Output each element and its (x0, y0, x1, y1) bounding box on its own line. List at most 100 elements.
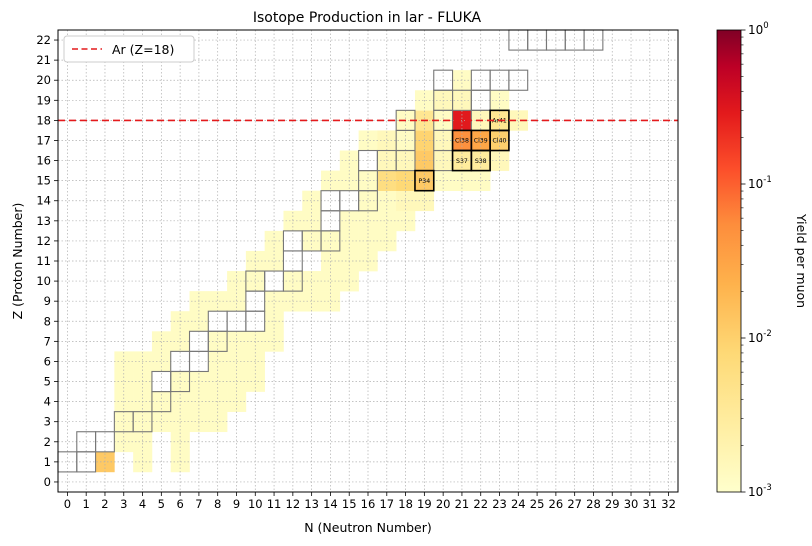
y-tick-label: 19 (36, 93, 51, 107)
y-tick-label: 20 (36, 73, 51, 87)
x-tick-label: 11 (267, 497, 282, 511)
y-tick-label: 2 (44, 435, 51, 449)
stable-isotope-cell (132, 411, 153, 433)
y-tick-label: 3 (44, 415, 51, 429)
isotope-label: P34 (419, 178, 431, 185)
y-tick-label: 11 (36, 254, 51, 268)
x-tick-label: 28 (586, 497, 601, 511)
x-tick-label: 16 (361, 497, 376, 511)
x-axis-label: N (Neutron Number) (304, 520, 432, 535)
plot-area: P34S37S38Cl38Cl39Cl40Ar41 (57, 29, 679, 493)
legend: Ar (Z=18) (63, 35, 195, 63)
x-tick-label: 0 (64, 497, 71, 511)
y-tick-label: 13 (36, 214, 51, 228)
x-tick-label: 30 (624, 497, 639, 511)
yield-cell (264, 291, 284, 312)
yield-cell (114, 351, 134, 372)
yield-cell (302, 271, 322, 292)
x-tick-label: 3 (120, 497, 127, 511)
colorbar-label: Yield per muon (794, 213, 809, 308)
yield-cell (358, 130, 378, 151)
yield-cells-layer (95, 70, 528, 473)
stable-isotope-cell (433, 69, 454, 91)
x-tick-label: 29 (605, 497, 620, 511)
y-tick-label: 5 (44, 375, 51, 389)
y-tick-label: 4 (44, 395, 51, 409)
x-tick-label: 6 (176, 497, 183, 511)
x-tick-label: 1 (83, 497, 90, 511)
yield-cell (170, 331, 190, 352)
highlighted-isotope: P34 (414, 169, 435, 192)
isotope-label: S38 (475, 158, 487, 165)
x-tick-label: 9 (233, 497, 240, 511)
x-tick-label: 24 (511, 497, 526, 511)
yield-cell (170, 451, 190, 473)
x-tick-label: 23 (492, 497, 507, 511)
yield-cell (170, 411, 190, 433)
yield-cell (321, 291, 341, 312)
y-tick-label: 0 (44, 475, 51, 489)
x-tick-label: 4 (139, 497, 146, 511)
x-tick-label: 19 (417, 497, 432, 511)
y-tick-label: 14 (36, 194, 51, 208)
y-tick-label: 22 (36, 33, 51, 47)
x-tick-label: 26 (549, 497, 564, 511)
yield-cell (114, 411, 134, 433)
yield-cell (208, 331, 228, 352)
isotope-label: Cl38 (455, 138, 469, 145)
highlight-box (414, 169, 435, 192)
x-axis-ticks: 0 1 2 3 4 5 6 7 8 9 10 11 12 13 14 15 16 17 18 19 20 21 22 23 24… (64, 492, 676, 511)
x-tick-label: 14 (323, 497, 338, 511)
yield-cell (302, 190, 322, 212)
x-tick-label: 20 (436, 497, 451, 511)
x-tick-label: 27 (567, 497, 582, 511)
y-tick-label: 8 (44, 314, 51, 328)
yield-cell (170, 371, 190, 392)
yield-cell (151, 351, 172, 372)
colorbar: 100 10-1 10-2 10-3 Yield per muon (716, 21, 809, 499)
legend-label-ar: Ar (Z=18) (112, 42, 174, 57)
isotope-label: Cl39 (474, 138, 488, 145)
yield-cell (414, 130, 435, 151)
legend-box (63, 35, 195, 63)
x-tick-label: 22 (473, 497, 488, 511)
yield-cell (302, 210, 322, 232)
yield-cell (264, 331, 284, 352)
y-tick-label: 12 (36, 234, 51, 248)
colorbar-tick-label: 10-2 (748, 329, 772, 345)
x-tick-label: 15 (342, 497, 357, 511)
y-tick-label: 18 (36, 113, 51, 127)
yield-cell (170, 431, 190, 453)
y-tick-label: 9 (44, 294, 51, 308)
colorbar-gradient (716, 29, 742, 493)
x-tick-label: 32 (661, 497, 676, 511)
y-tick-label: 16 (36, 154, 51, 168)
yield-cell (414, 190, 435, 212)
colorbar-ticks: 100 10-1 10-2 10-3 (741, 21, 772, 499)
yield-cell (95, 451, 115, 473)
x-tick-label: 5 (158, 497, 165, 511)
yield-cell (208, 351, 228, 372)
isotope-label: S37 (456, 158, 468, 165)
yield-cell (452, 110, 472, 131)
yield-cell (114, 371, 134, 392)
yield-cell (508, 110, 528, 131)
x-tick-label: 31 (642, 497, 657, 511)
stable-isotope-cell (95, 431, 115, 453)
chart-title: Isotope Production in lar - FLUKA (253, 10, 482, 26)
x-tick-label: 10 (248, 497, 263, 511)
yield-cell (114, 431, 134, 453)
yield-cell (151, 411, 172, 433)
yield-cell (471, 130, 491, 151)
x-tick-label: 7 (195, 497, 202, 511)
colorbar-tick-label: 10-3 (748, 483, 772, 499)
y-tick-label: 7 (44, 334, 51, 348)
yield-cell (302, 291, 322, 312)
yield-cell (377, 210, 397, 232)
stable-isotope-cell (508, 69, 529, 91)
grid-lines (58, 30, 678, 492)
yield-cell (208, 411, 228, 433)
yield-cell (208, 291, 228, 312)
yield-cell (208, 371, 228, 392)
